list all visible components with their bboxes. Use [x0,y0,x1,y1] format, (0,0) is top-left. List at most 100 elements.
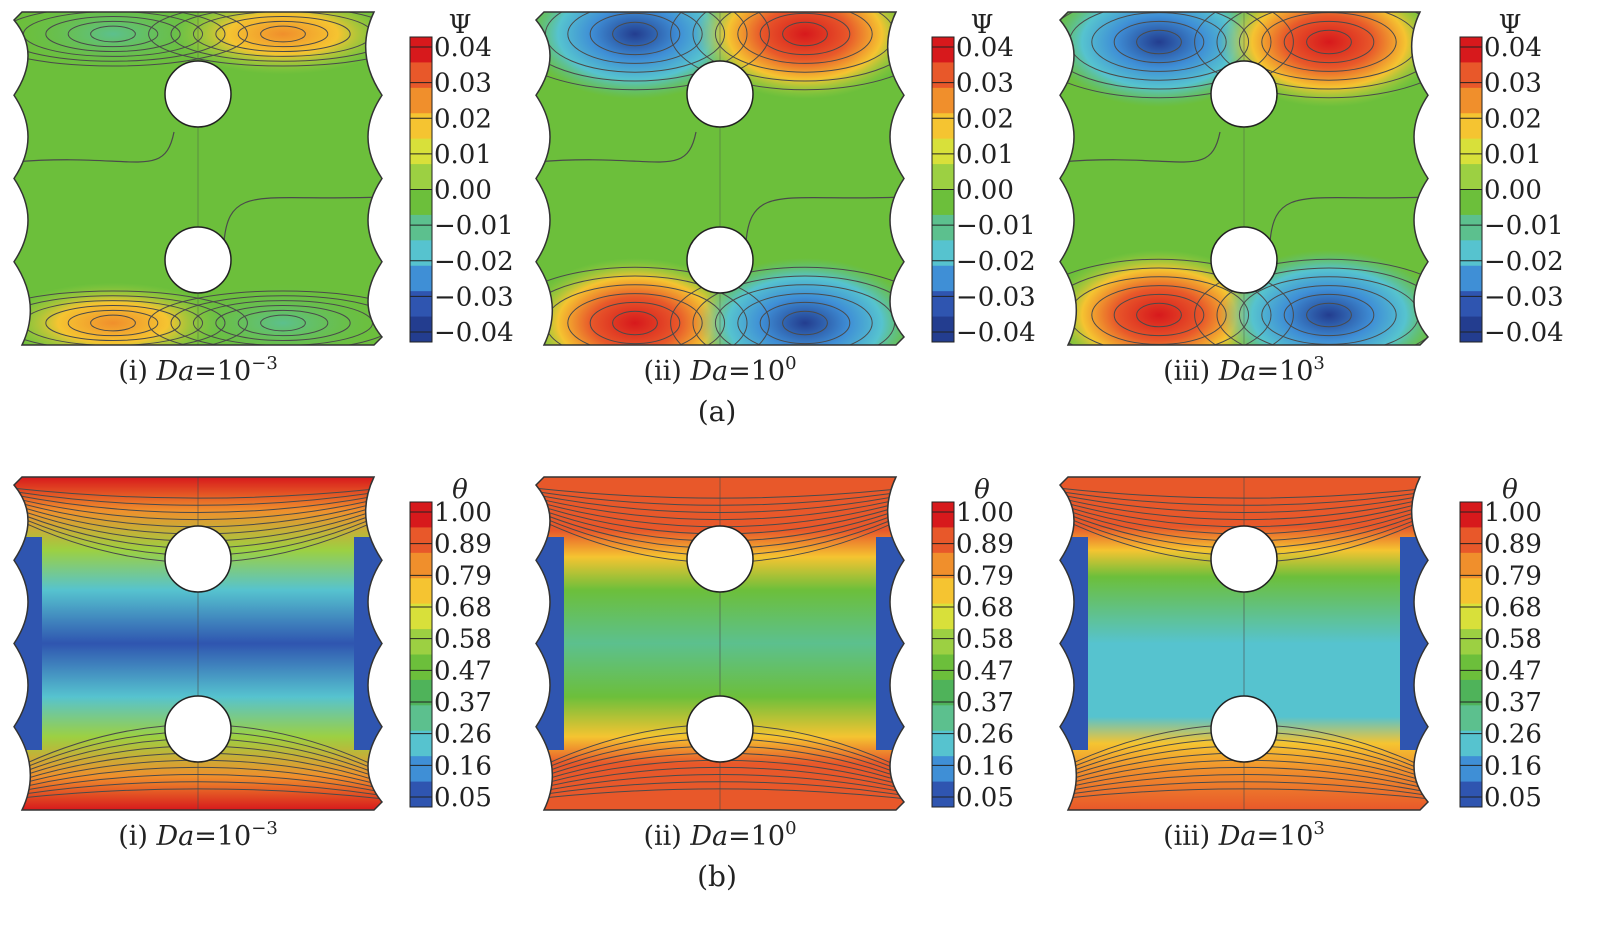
contour-line [14,131,175,163]
panel-caption: (i) Da=10−3 [118,353,278,387]
captions-layer: (i) Da=10−3 (ii) Da=100 (iii) Da=103(i) Da… [118,353,1325,852]
colorbar-segment [410,87,432,114]
colorbar-segment [410,629,432,655]
colorbar-tick-label: 0.26 [1484,720,1542,750]
colorbar-tick-label: 0.04 [1484,33,1542,63]
colorbar-segment [1460,629,1482,655]
colorbar-segment [410,138,432,165]
contour-line [589,12,681,56]
colorbar-tick-label: 0.79 [434,561,492,591]
contour-line [612,310,658,336]
colorbar-segment [410,603,432,630]
colorbar-tick-label: −0.04 [1484,318,1564,348]
contour-line [1283,293,1375,337]
colorbar-segment [932,679,954,706]
vortex-cell [14,282,223,345]
colorbar-tick-label: 0.26 [434,720,492,750]
colorbar-tick-label: 0.47 [956,656,1014,686]
colorbar-tick-label: 0.68 [1484,593,1542,623]
colorbar-tick-label: −0.03 [956,282,1036,312]
colorbar-theta-2: 1.000.890.790.680.580.470.370.260.160.05… [931,475,1014,813]
colorbar-segment [410,62,432,89]
caption-base: 10 [217,356,251,387]
colorbar-tick-label: 0.03 [434,69,492,99]
cylinder-bottom [164,226,232,294]
caption-symbol: Da [156,821,195,852]
colorbar-title: θ [1502,475,1518,505]
colorbar-tick-label: 0.37 [956,688,1014,718]
colorbar-tick-label: 0.16 [434,751,492,781]
panel-psi-1 [12,11,384,346]
colorbar-tick-label: 0.02 [1484,104,1542,134]
panel-caption: (i) Da=10−3 [118,818,278,852]
vortex-cell [14,12,223,75]
colorbar-segment [1460,603,1482,630]
cold-wall-band [536,537,564,750]
colorbar-segment [1460,730,1482,757]
contour-line [14,12,248,67]
colorbar-segment [1460,552,1482,579]
panel-theta-3 [1058,476,1430,811]
colorbar-segment [410,316,432,343]
colorbar-tick-label: 0.01 [434,140,492,170]
colorbar-tick-label: 1.00 [434,498,492,528]
contour-line [45,304,181,342]
contour-line [260,314,306,332]
colorbar-segment [1460,527,1482,554]
colorbar-segment [932,730,954,757]
caption-exponent: 0 [785,353,796,374]
colorbar-frame [409,501,433,808]
colorbar-tick-label: 0.68 [434,593,492,623]
contour-line [745,196,904,243]
colorbar-tick-label: 1.00 [1484,498,1542,528]
colorbar-theta-3: 1.000.890.790.680.580.470.370.260.160.05… [1459,475,1542,813]
colorbars-layer: 0.04 0.03 0.02 0.01 0.00 −0.01 −0.02 −0.03 −0.04… [409,10,1564,813]
colorbar-tick-label: 0.01 [956,140,1014,170]
colorbar-segment [410,240,432,267]
contour-line [1283,20,1375,64]
caption-base: 10 [751,356,785,387]
contour-line [1113,293,1205,337]
colorbar-tick-label: 0.05 [434,783,492,813]
contour-line [536,131,697,163]
vortex-cell [1060,250,1269,345]
colorbar-tick-label: 0.26 [956,720,1014,750]
contour-line [782,310,828,336]
colorbar-tick-label: 0.05 [1484,783,1542,813]
panel-theta-2 [534,476,906,811]
contour-line [1060,12,1294,99]
channel-wall [12,476,384,811]
cold-wall-band [1400,537,1428,750]
caption-exponent: 0 [785,818,796,839]
contour-line [536,12,770,91]
cylinder-bottom [686,695,754,763]
contour-line [692,12,904,82]
vortex-cell [1219,250,1428,345]
colorbar-tick-label: 0.89 [1484,530,1542,560]
contour-line [536,12,748,82]
colorbar-tick-label: −0.02 [1484,247,1564,277]
contour-line [1216,267,1428,345]
contour-line [237,20,329,48]
colorbar-segment [410,265,432,292]
colorbar-tick-label: −0.01 [956,211,1036,241]
colorbar-segment [1460,113,1482,140]
colorbar-segment [932,138,954,165]
cylinder-top [686,60,754,128]
panel-psi-3 [1058,11,1430,346]
panel-caption: (iii) Da=103 [1163,353,1325,387]
colorbar-tick-label: 0.05 [956,783,1014,813]
colorbar-segment [1460,654,1482,681]
cylinder-top [164,525,232,593]
vortex-cell [695,258,904,345]
caption-roman: (iii) [1163,356,1219,387]
colorbar-title: Ψ [1499,10,1522,40]
contour-line [759,301,851,345]
contour-line [14,12,226,62]
vortex-cell [536,12,745,99]
colorbar-tick-label: 0.04 [434,33,492,63]
colorbar-frame [931,501,955,808]
colorbar-segment [932,316,954,343]
contour-line [692,275,904,345]
colorbar-title: θ [974,475,990,505]
